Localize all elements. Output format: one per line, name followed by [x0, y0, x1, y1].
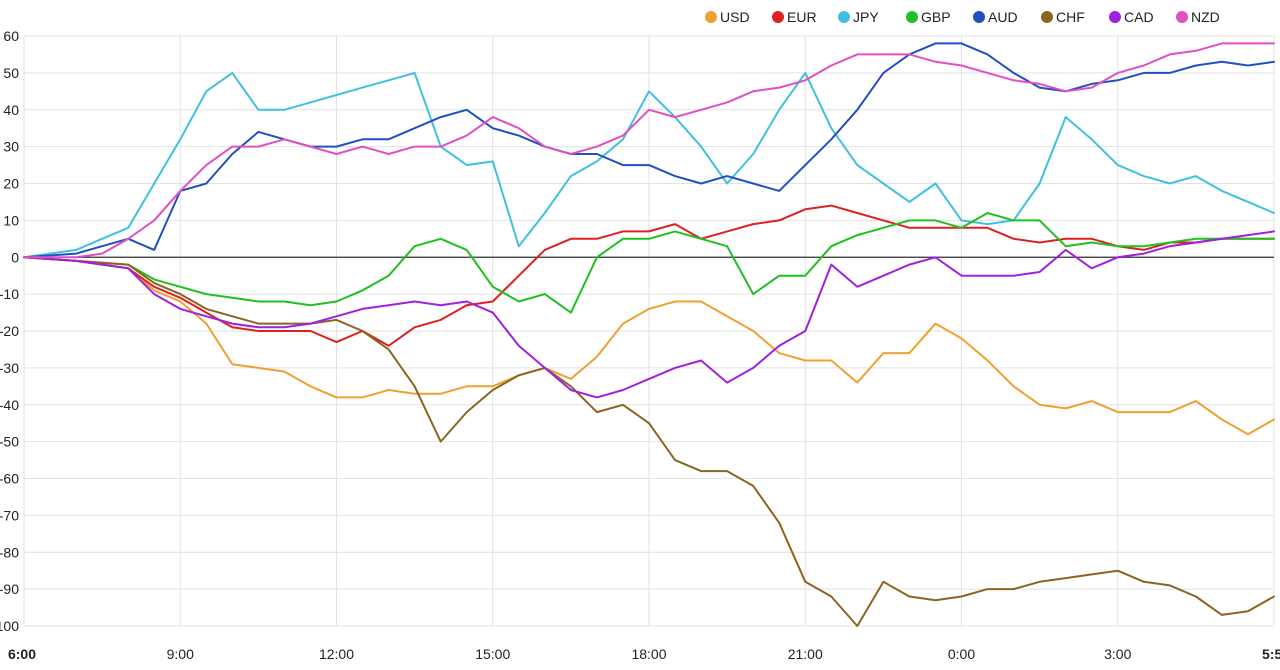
legend-label: JPY [853, 9, 879, 25]
y-tick-label: -70 [0, 507, 19, 523]
x-tick-label: 15:00 [475, 646, 510, 662]
x-tick-label: 12:00 [319, 646, 354, 662]
legend-swatch [772, 11, 784, 23]
y-tick-label: -30 [0, 360, 19, 376]
legend-item-aud[interactable]: AUD [973, 9, 1018, 25]
series-line-jpy [23, 71, 1275, 259]
y-tick-label: -50 [0, 434, 19, 450]
x-tick-label: 6:00 [8, 646, 36, 662]
x-tick-label: 5:59 [1262, 646, 1280, 662]
y-tick-label: 10 [3, 212, 19, 228]
chart-legend[interactable]: USD EUR JPY GBP AUD CHF CAD NZD [705, 9, 1220, 25]
chart-grid [23, 35, 1275, 627]
legend-item-usd[interactable]: USD [705, 9, 750, 25]
legend-label: EUR [787, 9, 817, 25]
x-axis-tick-labels: 6:00 9:00 12:00 15:00 18:00 21:00 0:00 3:00 5:59 [8, 646, 1280, 662]
legend-label: NZD [1191, 9, 1220, 25]
legend-item-cad[interactable]: CAD [1109, 9, 1154, 25]
series-lines [23, 42, 1275, 627]
series-line-gbp [23, 212, 1275, 314]
legend-label: CHF [1056, 9, 1085, 25]
legend-item-eur[interactable]: EUR [772, 9, 817, 25]
y-axis-tick-labels: 60 50 40 30 20 10 0 -10 -20 -30 -40 -50 -60 -70 -80 -90… [0, 28, 19, 634]
x-tick-label: 0:00 [948, 646, 975, 662]
y-tick-label: -100 [0, 618, 19, 634]
y-tick-label: -40 [0, 397, 19, 413]
legend-swatch [1109, 11, 1121, 23]
legend-item-chf[interactable]: CHF [1041, 9, 1085, 25]
y-tick-label: 60 [3, 28, 19, 44]
legend-item-jpy[interactable]: JPY [838, 9, 879, 25]
series-line-usd [23, 256, 1275, 436]
y-tick-label: 30 [3, 139, 19, 155]
y-tick-label: -20 [0, 323, 19, 339]
series-line-cad [23, 230, 1275, 399]
legend-swatch [973, 11, 985, 23]
legend-item-gbp[interactable]: GBP [906, 9, 951, 25]
y-tick-label: 0 [11, 249, 19, 265]
x-tick-label: 18:00 [631, 646, 666, 662]
legend-swatch [906, 11, 918, 23]
y-tick-label: -10 [0, 286, 19, 302]
y-tick-label: 50 [3, 65, 19, 81]
y-tick-label: 40 [3, 102, 19, 118]
legend-label: AUD [988, 9, 1018, 25]
legend-swatch [838, 11, 850, 23]
legend-label: USD [720, 9, 750, 25]
legend-swatch [1041, 11, 1053, 23]
series-line-nzd [23, 42, 1275, 259]
legend-label: GBP [921, 9, 951, 25]
x-tick-label: 9:00 [167, 646, 194, 662]
legend-swatch [1176, 11, 1188, 23]
y-tick-label: -60 [0, 471, 19, 487]
legend-item-nzd[interactable]: NZD [1176, 9, 1220, 25]
y-tick-label: 20 [3, 176, 19, 192]
series-line-eur [23, 204, 1275, 347]
x-tick-label: 21:00 [788, 646, 823, 662]
y-tick-label: -90 [0, 581, 19, 597]
legend-swatch [705, 11, 717, 23]
y-tick-label: -80 [0, 544, 19, 560]
series-line-chf [23, 256, 1275, 627]
legend-label: CAD [1124, 9, 1154, 25]
x-tick-label: 3:00 [1104, 646, 1131, 662]
